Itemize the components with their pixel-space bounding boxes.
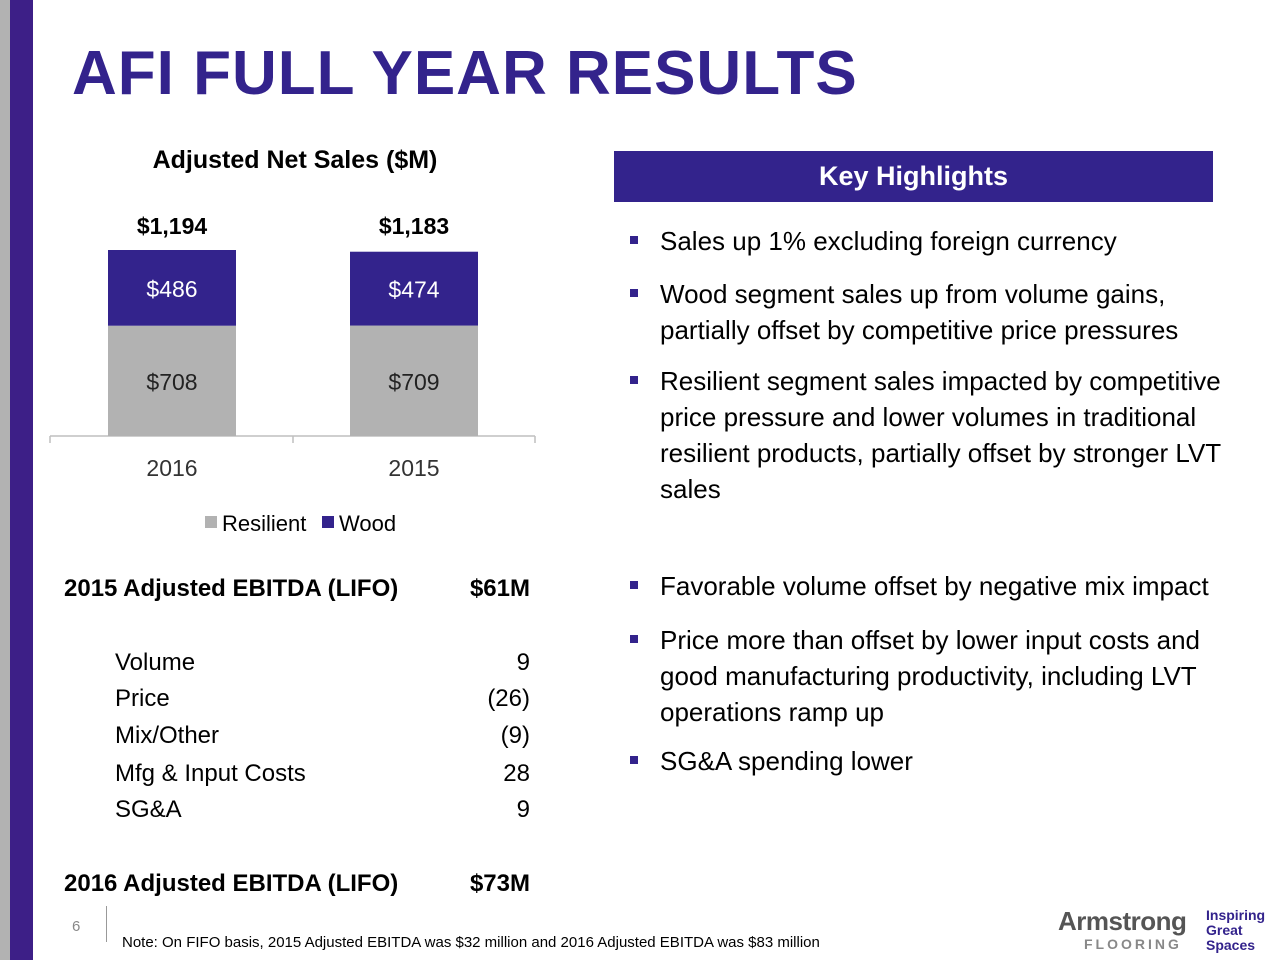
side-stripe-purple	[10, 0, 33, 960]
ebitda-start-value: $61M	[469, 575, 530, 602]
highlight-bullet: SG&A spending lower	[630, 743, 1240, 779]
ebitda-item-label: Mfg & Input Costs	[115, 760, 306, 787]
bar-resilient	[108, 325, 236, 436]
ebitda-item-label: Mix/Other	[115, 722, 220, 749]
ebitda-item-row: Volume 9	[115, 649, 530, 679]
ebitda-item-row: SG&A 9	[115, 796, 530, 826]
ebitda-item-label: Volume	[115, 649, 196, 676]
ebitda-start-label: 2015 Adjusted EBITDA (LIFO)	[64, 575, 399, 602]
highlight-bullet: Favorable volume offset by negative mix …	[630, 568, 1240, 604]
bullet-marker	[630, 236, 638, 244]
highlight-text: Favorable volume offset by negative mix …	[660, 571, 1209, 601]
key-highlights-title: Key Highlights	[818, 161, 1008, 191]
bar-value-label: $709	[388, 369, 439, 395]
armstrong-flooring-logo: Armstrong FLOORING Inspiring Great Space…	[1058, 906, 1265, 956]
bar-value-label: $474	[388, 277, 439, 303]
bar-total-label: $1,183	[379, 213, 449, 239]
bullet-marker	[630, 635, 638, 643]
ebitda-item-value: 9	[516, 796, 530, 823]
logo-brand: Armstrong	[1058, 906, 1187, 936]
x-tick-label: 2015	[388, 455, 439, 481]
ebitda-item-label: SG&A	[115, 796, 182, 823]
legend-swatch-resilient	[205, 516, 217, 528]
legend-swatch-wood	[322, 516, 334, 528]
page-title: AFI FULL YEAR RESULTS	[72, 39, 858, 108]
bullet-marker	[630, 376, 638, 384]
highlight-text: SG&A spending lower	[660, 746, 913, 776]
logo-tagline-line: Great	[1206, 922, 1243, 938]
highlight-bullet: Resilient segment sales impacted by comp…	[630, 363, 1240, 507]
highlight-bullet: Wood segment sales up from volume gains,…	[630, 276, 1240, 348]
side-stripe-gray	[0, 0, 10, 960]
key-highlights-header: Key Highlights	[614, 151, 1213, 202]
ebitda-item-row: Mfg & Input Costs 28	[115, 760, 530, 790]
bar-total-label: $1,194	[137, 213, 208, 239]
legend-label: Wood	[339, 511, 396, 536]
bar-value-label: $708	[146, 369, 197, 395]
bar-value-label: $486	[146, 276, 197, 302]
ebitda-end-label: 2016 Adjusted EBITDA (LIFO)	[64, 870, 399, 897]
bar-wood	[350, 251, 478, 326]
x-tick-label: 2016	[146, 455, 197, 481]
ebitda-item-value: 9	[516, 649, 530, 676]
ebitda-item-row: Price (26)	[115, 685, 530, 715]
bar-resilient	[350, 325, 478, 436]
highlight-text: Resilient segment sales impacted by comp…	[660, 366, 1221, 504]
chart-title: Adjusted Net Sales ($M)	[152, 146, 438, 174]
logo-tagline: Inspiring Great Spaces	[1206, 908, 1265, 953]
ebitda-item-label: Price	[115, 685, 170, 712]
ebitda-end-row: 2016 Adjusted EBITDA (LIFO) $73M	[64, 870, 530, 900]
bar-wood	[108, 250, 236, 326]
highlight-text: Price more than offset by lower input co…	[660, 625, 1201, 727]
ebitda-item-value: 28	[503, 760, 530, 787]
ebitda-item-value: (26)	[487, 685, 530, 712]
logo-sub: FLOORING	[1084, 936, 1182, 952]
highlight-bullet: Price more than offset by lower input co…	[630, 622, 1240, 730]
page-number: 6	[72, 918, 81, 935]
legend-label: Resilient	[222, 511, 306, 536]
highlight-bullet: Sales up 1% excluding foreign currency	[630, 223, 1240, 259]
footnote: Note: On FIFO basis, 2015 Adjusted EBITD…	[122, 934, 820, 951]
bullet-marker	[630, 581, 638, 589]
ebitda-start-row: 2015 Adjusted EBITDA (LIFO) $61M	[64, 575, 530, 605]
net-sales-chart: $708 $486 $1,194 2016 $709 $474 $1,183 2015 Resi…	[49, 213, 536, 536]
ebitda-item-value: (9)	[500, 722, 530, 749]
logo-tagline-line: Inspiring	[1206, 907, 1266, 923]
bullet-marker	[630, 756, 638, 764]
highlight-text: Sales up 1% excluding foreign currency	[660, 226, 1117, 256]
logo-tagline-line: Spaces	[1206, 937, 1256, 953]
bullet-marker	[630, 289, 638, 297]
footer-divider	[106, 906, 107, 942]
highlight-text: Wood segment sales up from volume gains,…	[660, 279, 1179, 345]
ebitda-item-row: Mix/Other (9)	[115, 722, 530, 752]
ebitda-end-value: $73M	[469, 870, 530, 897]
